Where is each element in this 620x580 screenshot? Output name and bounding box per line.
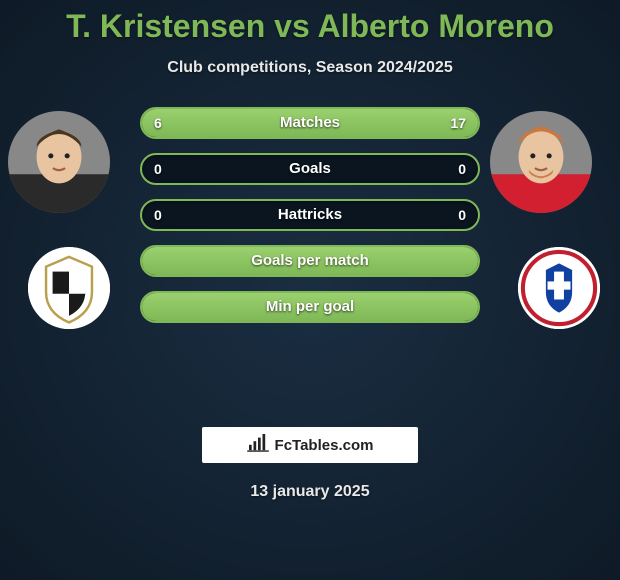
- stat-row: Hattricks0 0: [140, 199, 480, 231]
- player-left-portrait: [8, 111, 110, 213]
- stat-row: Min per goal: [140, 291, 480, 323]
- player-right-portrait: [490, 111, 592, 213]
- stat-row: Goals per match: [140, 245, 480, 277]
- stat-value-right: 0: [458, 155, 466, 183]
- comparison-panel: Matches617Goals00Hattricks00Goals per ma…: [0, 107, 620, 427]
- stat-value-left: 0: [154, 201, 162, 229]
- page-subtitle: Club competitions, Season 2024/2025: [0, 59, 620, 77]
- brand-text: FcTables.com: [275, 437, 374, 454]
- chart-icon: [247, 434, 269, 456]
- comparison-date: 13 january 2025: [0, 483, 620, 501]
- stat-label: Goals per match: [142, 247, 478, 275]
- stat-label: Min per goal: [142, 293, 478, 321]
- stat-row: Goals0 0: [140, 153, 480, 185]
- stat-value-left: 0: [154, 155, 162, 183]
- stat-label: Hattricks: [142, 201, 478, 229]
- stat-bars: Matches617Goals00Hattricks00Goals per ma…: [140, 107, 480, 337]
- stat-value-right: 0: [458, 201, 466, 229]
- page-title: T. Kristensen vs Alberto Moreno: [0, 0, 620, 45]
- stat-row: Matches6 17: [140, 107, 480, 139]
- club-left-logo: [28, 247, 110, 329]
- stat-value-right: 17: [450, 109, 466, 137]
- stat-label: Matches: [142, 109, 478, 137]
- stat-value-left: 6: [154, 109, 162, 137]
- brand-tag: FcTables.com: [202, 427, 418, 463]
- stat-label: Goals: [142, 155, 478, 183]
- club-right-logo: [518, 247, 600, 329]
